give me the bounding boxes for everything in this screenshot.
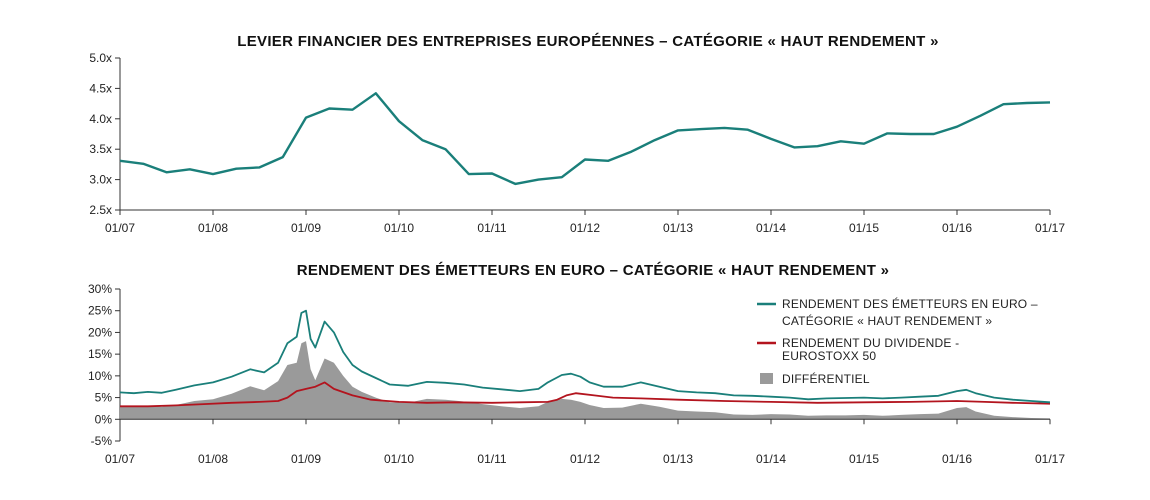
yield-chart-title: RENDEMENT DES ÉMETTEURS EN EURO – CATÉGO… [297,262,890,279]
legend-label-dividend-yield: RENDEMENT DU DIVIDENDE - [782,336,959,350]
yield-chart: RENDEMENT DES ÉMETTEURS EN EURO – CATÉGO… [88,262,1065,466]
x-tick-label: 01/17 [1035,221,1065,235]
x-tick-label: 01/16 [942,452,972,466]
y-tick-label: 0% [95,412,113,426]
x-tick-label: 01/17 [1035,452,1065,466]
x-tick-label: 01/07 [105,221,135,235]
y-tick-label: 25% [88,304,112,318]
y-tick-label: 4.5x [89,81,112,95]
y-tick-label: 2.5x [89,203,112,217]
y-tick-label: 4.0x [89,112,112,126]
x-tick-label: 01/08 [198,221,228,235]
y-tick-label: 10% [88,369,112,383]
y-tick-label: 15% [88,347,112,361]
legend-swatch-spread [760,373,773,384]
y-tick-label: 3.0x [89,173,112,187]
yield-y-axis: -5% 0% 5% 10% 15% 20% 25% 30% [88,282,121,448]
leverage-chart-title: LEVIER FINANCIER DES ENTREPRISES EUROPÉE… [237,33,939,50]
legend-label-dividend-yield-line2: EUROSTOXX 50 [782,349,876,363]
x-tick-label: 01/09 [291,452,321,466]
y-tick-label: -5% [91,434,113,448]
leverage-y-axis: 2.5x 3.0x 3.5x 4.0x 4.5x 5.0x [89,51,121,217]
x-tick-label: 01/08 [198,452,228,466]
legend-label-hy-yield: RENDEMENT DES ÉMETTEURS EN EURO – [782,296,1038,311]
y-tick-label: 20% [88,325,112,339]
x-tick-label: 01/10 [384,221,414,235]
x-tick-label: 01/14 [756,452,786,466]
x-tick-label: 01/09 [291,221,321,235]
legend-label-hy-yield-line2: CATÉGORIE « HAUT RENDEMENT » [782,313,992,328]
yield-legend: RENDEMENT DES ÉMETTEURS EN EURO – CATÉGO… [757,296,1038,386]
hy-yield-line [119,309,1051,404]
legend-label-spread: DIFFÉRENTIEL [782,371,870,386]
x-tick-label: 01/16 [942,221,972,235]
x-tick-label: 01/13 [663,452,693,466]
dividend-yield-line [120,381,1051,408]
spread-area [120,341,1050,420]
y-tick-label: 30% [88,282,112,296]
x-tick-label: 01/11 [477,452,506,466]
y-tick-label: 5% [95,391,113,405]
x-tick-label: 01/15 [849,221,879,235]
x-tick-label: 01/12 [570,221,600,235]
x-tick-label: 01/13 [663,221,693,235]
leverage-x-axis: 01/07 01/08 01/09 01/10 01/11 01/12 01/13 01/14… [105,209,1065,235]
leverage-series-line [119,92,1051,186]
x-tick-label: 01/11 [477,221,506,235]
x-tick-label: 01/14 [756,221,786,235]
y-tick-label: 5.0x [89,51,112,65]
y-tick-label: 3.5x [89,142,112,156]
x-tick-label: 01/10 [384,452,414,466]
x-tick-label: 01/07 [105,452,135,466]
yield-x-axis: 01/07 01/08 01/09 01/10 01/11 01/12 01/13 01/14… [105,418,1065,466]
x-tick-label: 01/15 [849,452,879,466]
x-tick-label: 01/12 [570,452,600,466]
leverage-chart: LEVIER FINANCIER DES ENTREPRISES EUROPÉE… [89,33,1065,235]
